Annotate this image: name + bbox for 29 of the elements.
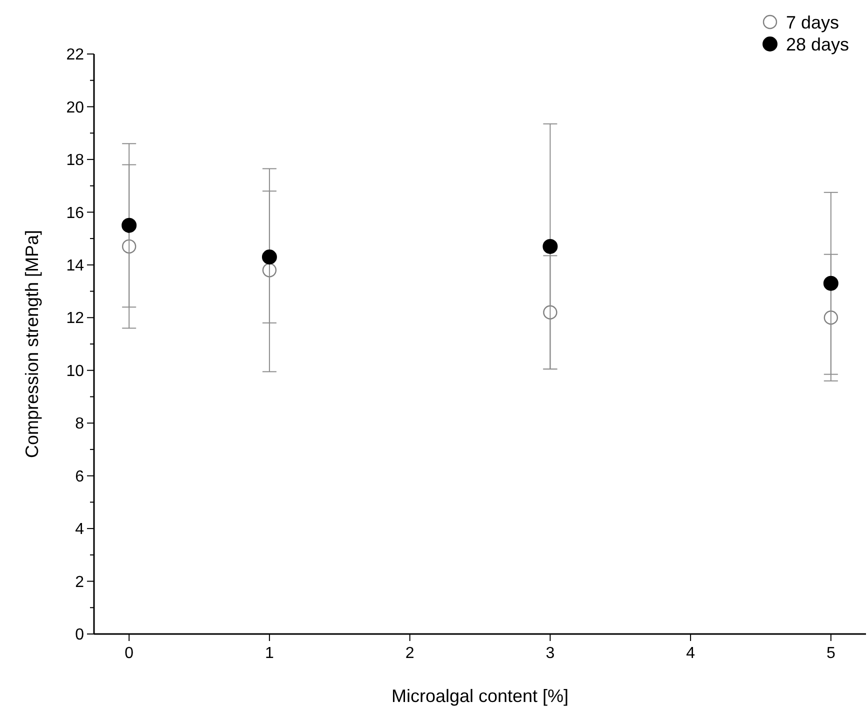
y-tick-label: 16 xyxy=(66,204,84,222)
x-tick-label: 5 xyxy=(826,645,836,662)
legend-label: 7 days xyxy=(786,12,840,32)
point xyxy=(542,238,558,254)
x-tick-label: 3 xyxy=(546,645,555,662)
y-tick-label: 6 xyxy=(75,468,84,486)
y-tick-label: 12 xyxy=(66,310,84,328)
point xyxy=(543,305,558,320)
y-tick-label: 22 xyxy=(66,46,84,64)
y-tick-label: 8 xyxy=(75,416,84,433)
y-tick-label: 10 xyxy=(66,362,84,380)
y-tick-label: 20 xyxy=(66,99,84,116)
x-axis-title: Microalgal content [%] xyxy=(391,686,569,706)
point xyxy=(824,310,838,325)
x-tick-label: 1 xyxy=(265,645,274,662)
y-tick-label: 4 xyxy=(75,521,84,538)
legend-label: 28 days xyxy=(786,34,850,54)
point xyxy=(122,218,137,233)
y-tick-label: 14 xyxy=(66,258,84,275)
x-tick-label: 4 xyxy=(686,645,696,662)
point xyxy=(262,250,277,264)
point xyxy=(823,276,838,291)
y-tick-label: 18 xyxy=(66,152,84,170)
x-tick-label: 2 xyxy=(405,645,414,662)
y-tick-label: 0 xyxy=(75,626,84,644)
x-tick-label: 0 xyxy=(124,645,134,662)
y-tick-label: 2 xyxy=(75,574,84,591)
point xyxy=(122,239,136,254)
y-axis-title: Compression strength [MPa] xyxy=(22,230,42,458)
